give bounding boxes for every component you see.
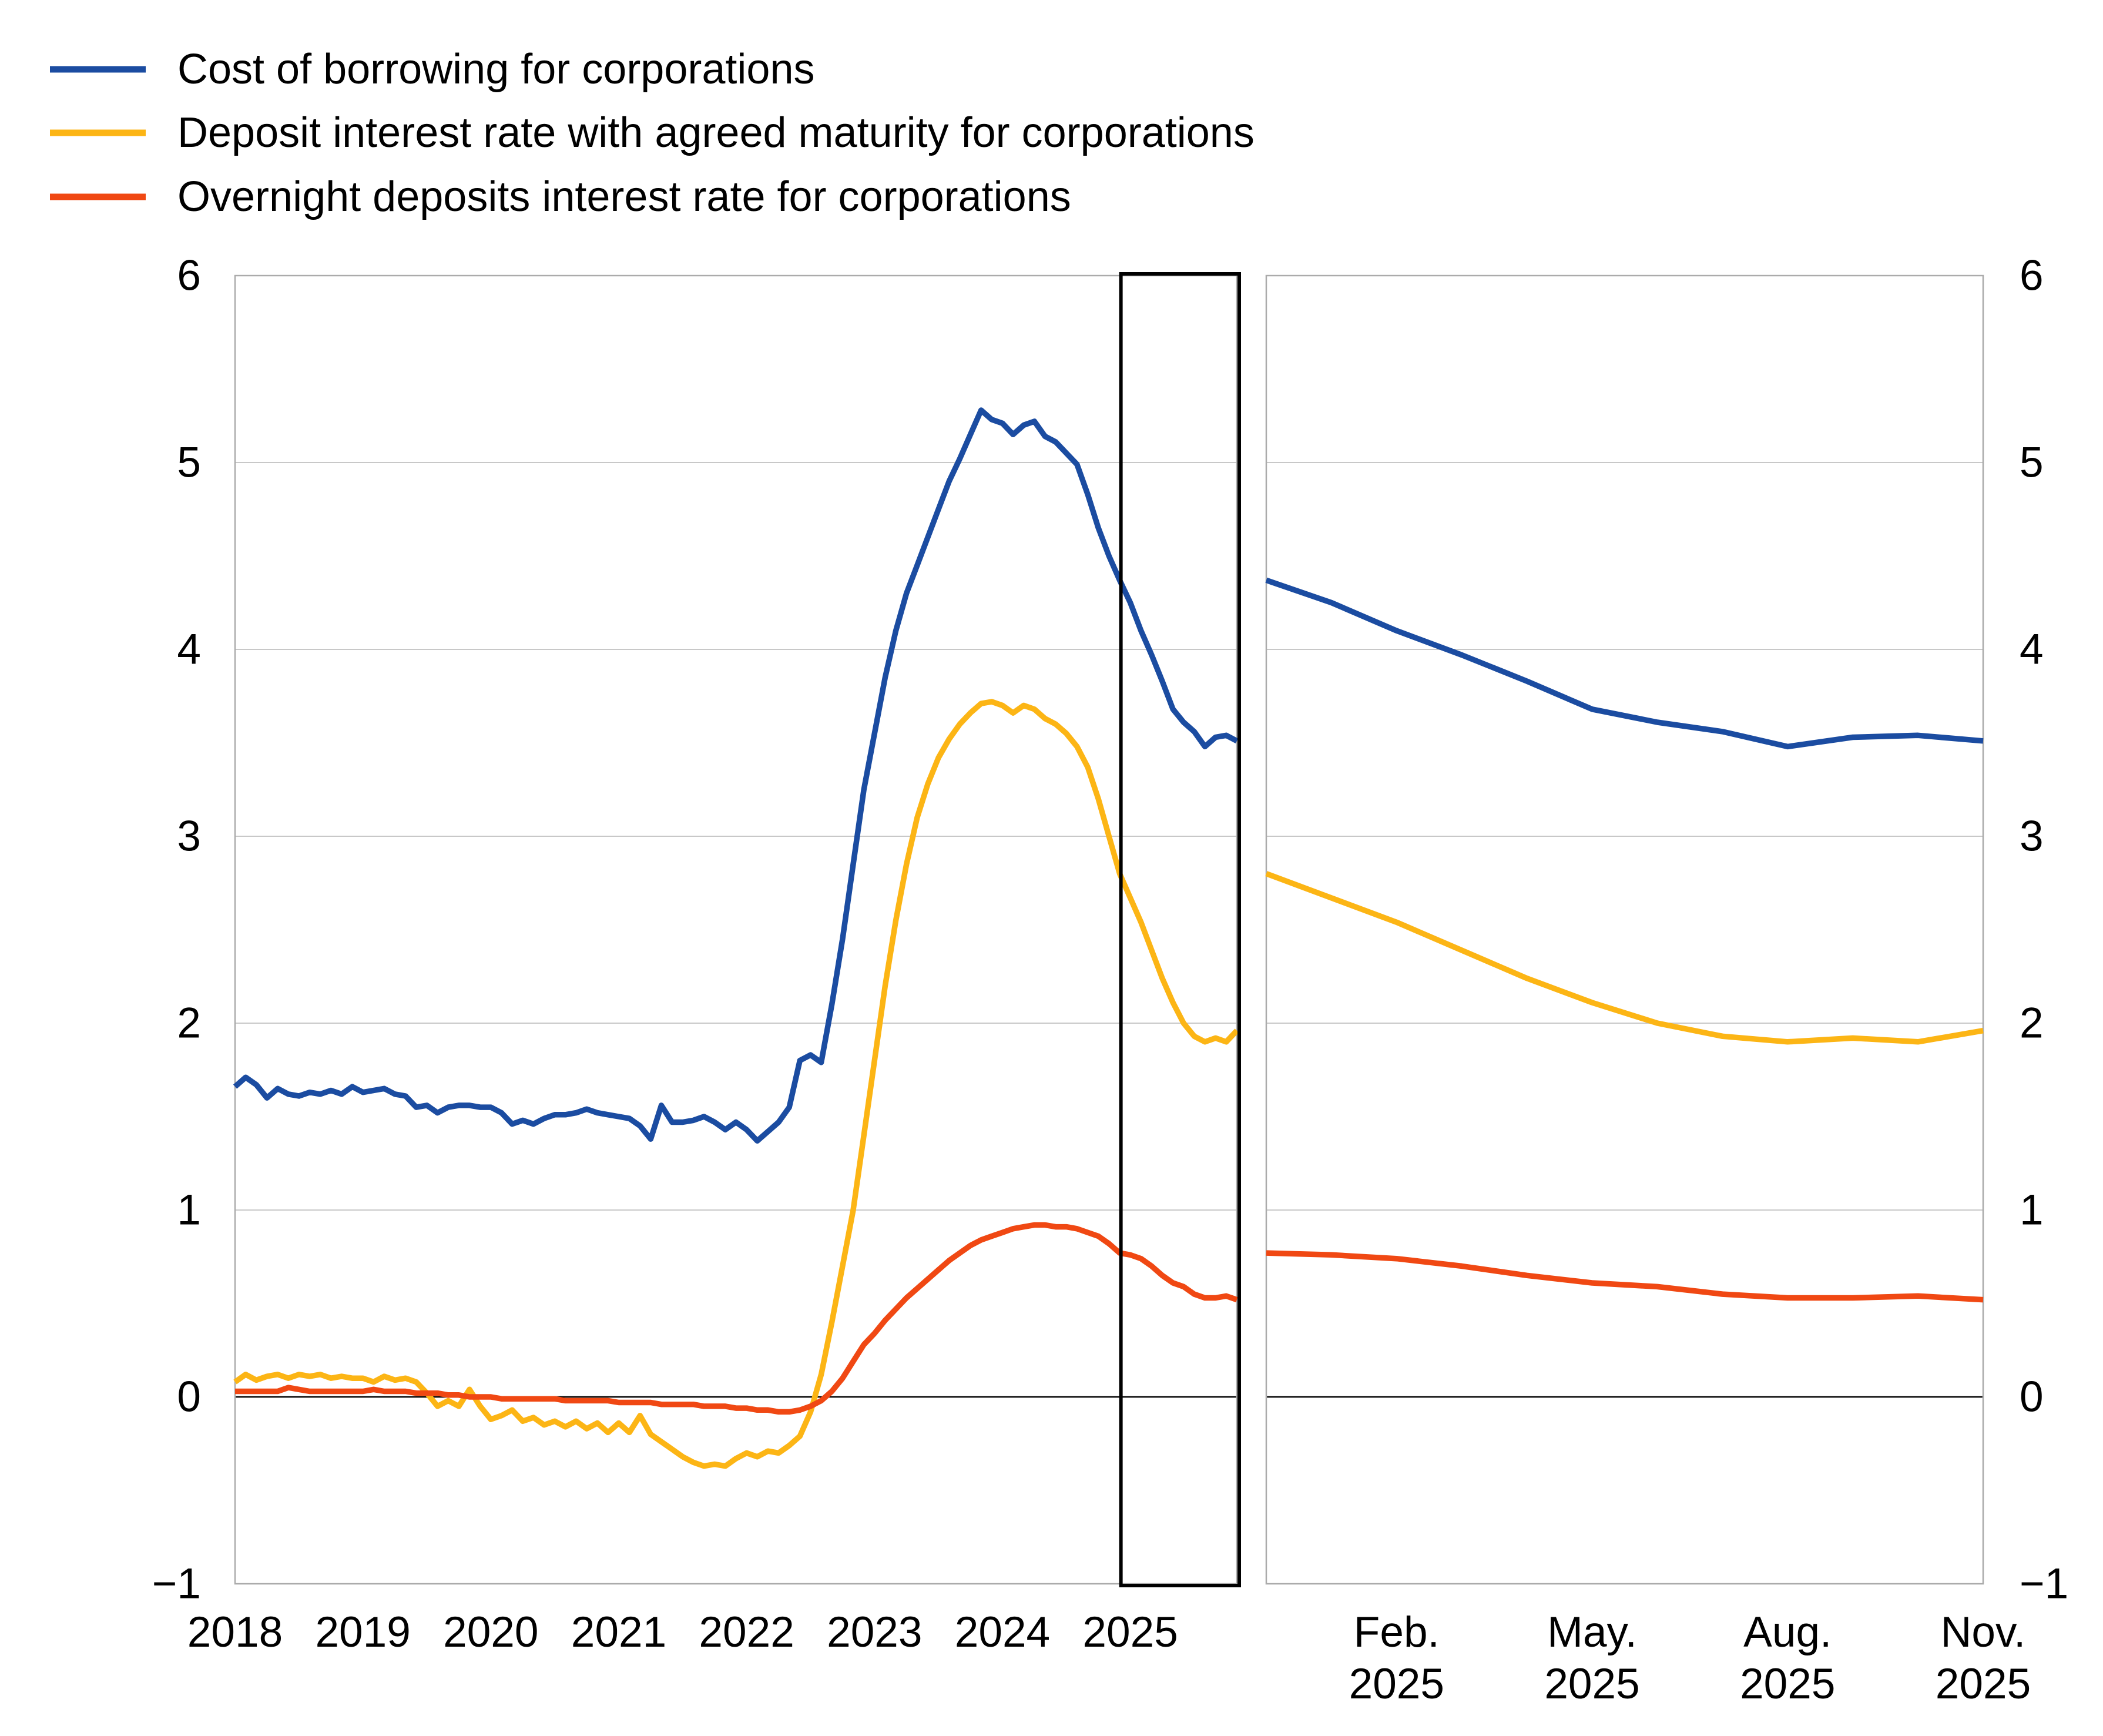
y-tick-label-right-4: 4	[2020, 626, 2044, 673]
series-line-left-cost-of-borrowing-for-corporations	[233, 407, 1239, 1144]
x-tick-label-2019: 2019	[315, 1608, 410, 1656]
x-tick-label-Feb-line2: 2025	[1349, 1660, 1444, 1708]
panel-border	[1265, 274, 1984, 1585]
x-tick-label-Nov-line2: 2025	[1936, 1660, 2031, 1708]
legend-label-deposit-agreed-maturity: Deposit interest rate with agreed maturi…	[177, 109, 1255, 156]
y-tick-label-left-5: 5	[177, 439, 201, 487]
x-tick-label-Aug-line1: Aug.	[1743, 1608, 1832, 1656]
x-tick-label-Nov-line1: Nov.	[1941, 1608, 2026, 1656]
y-tick-label-left-0: 0	[177, 1373, 201, 1421]
y-tick-label-left-6: 6	[177, 252, 201, 300]
legend-label-cost-of-borrowing: Cost of borrowing for corporations	[177, 46, 815, 93]
legend-item: Overnight deposits interest rate for cor…	[50, 173, 1071, 220]
y-tick-label-right-1: 1	[2020, 1187, 2044, 1234]
x-tick-label-May-line2: 2025	[1544, 1660, 1639, 1708]
y-tick-label-right-5: 5	[2020, 439, 2044, 487]
x-tick-label-Aug-line2: 2025	[1740, 1660, 1835, 1708]
x-tick-label-2018: 2018	[187, 1608, 283, 1656]
series-line-left-overnight-deposits-interest-rate-for-corporations	[235, 1222, 1238, 1415]
y-tick-label-right-2: 2	[2020, 1000, 2044, 1047]
x-tick-label-2024: 2024	[955, 1608, 1050, 1656]
y-tick-label-left-2: 2	[177, 1000, 201, 1047]
y-tick-label-right--1: −1	[2020, 1560, 2068, 1608]
x-tick-label-May-line1: May.	[1547, 1608, 1637, 1656]
highlight-box-2025	[1119, 272, 1242, 1587]
legend: Cost of borrowing for corporations Depos…	[50, 46, 1255, 220]
x-tick-label-2025: 2025	[1082, 1608, 1178, 1656]
x-tick-label-2020: 2020	[443, 1608, 538, 1656]
y-tick-label-left--1: −1	[152, 1560, 201, 1608]
x-tick-label-2022: 2022	[699, 1608, 794, 1656]
y-tick-label-right-3: 3	[2020, 813, 2044, 860]
panel-border	[234, 274, 1238, 1585]
legend-label-overnight-deposits: Overnight deposits interest rate for cor…	[177, 173, 1071, 220]
y-tick-label-right-6: 6	[2020, 252, 2044, 300]
series-line-left-deposit-interest-rate-with-agreed-maturity-for-corporations	[233, 699, 1239, 1469]
y-tick-label-left-1: 1	[177, 1187, 201, 1234]
legend-item: Deposit interest rate with agreed maturi…	[50, 109, 1255, 156]
series-line-right-overnight-deposits-interest-rate-for-corporations	[1266, 1250, 1984, 1303]
y-tick-label-right-0: 0	[2020, 1373, 2044, 1421]
series-line-right-cost-of-borrowing-for-corporations	[1265, 577, 1984, 750]
y-tick-label-left-3: 3	[177, 813, 201, 860]
y-tick-label-left-4: 4	[177, 626, 201, 673]
x-tick-label-Feb-line1: Feb.	[1354, 1608, 1440, 1656]
x-tick-label-2023: 2023	[827, 1608, 922, 1656]
series-line-right-deposit-interest-rate-with-agreed-maturity-for-corporations	[1265, 871, 1984, 1045]
right-panel-2025-zoom: 6543210−1Feb.2025May.2025Aug.2025Nov.202…	[1265, 252, 2068, 1708]
legend-item: Cost of borrowing for corporations	[50, 46, 815, 93]
x-tick-label-2021: 2021	[571, 1608, 666, 1656]
